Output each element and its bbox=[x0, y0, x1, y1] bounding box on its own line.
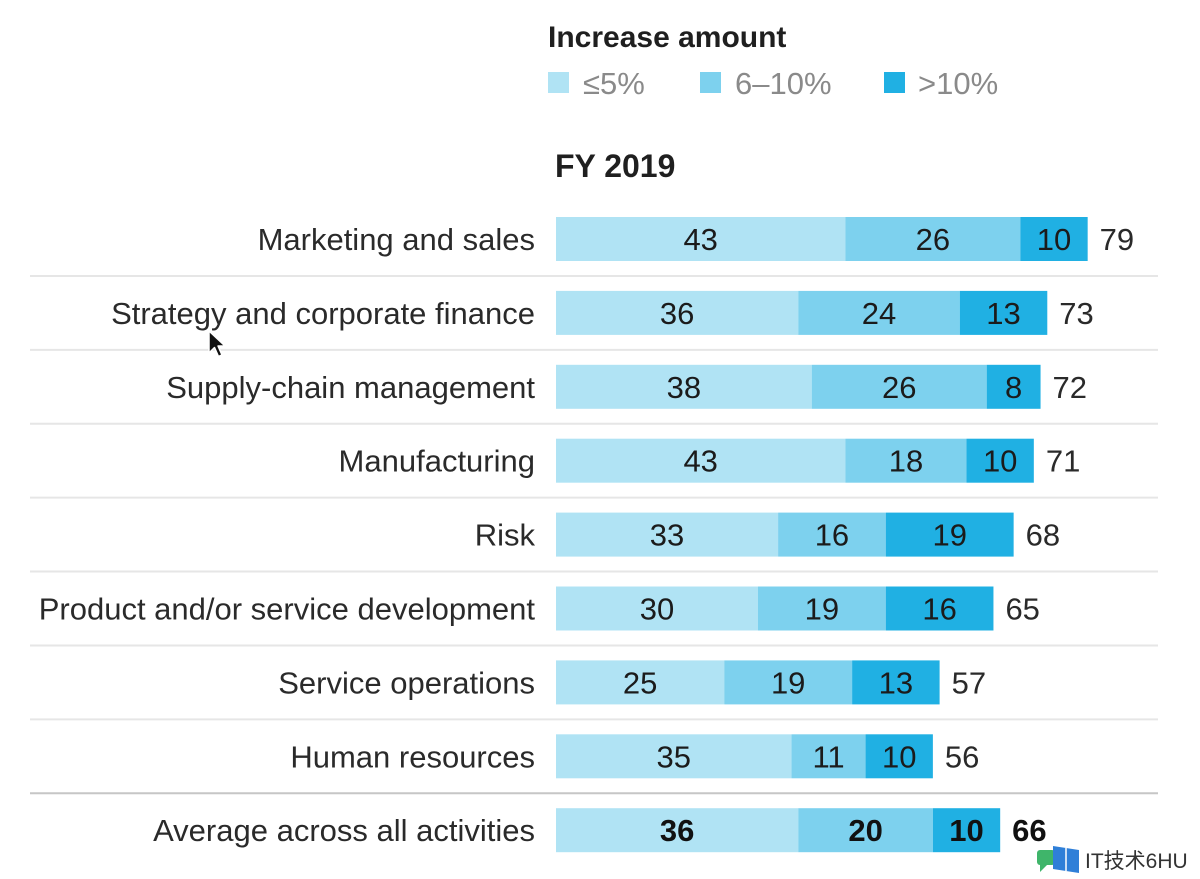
bar-value-label: 16 bbox=[815, 518, 849, 553]
bar-value-label: 19 bbox=[932, 518, 966, 553]
bar-segment bbox=[791, 734, 866, 779]
bar-value-label: 26 bbox=[916, 222, 950, 257]
bar-segment bbox=[798, 290, 960, 335]
total-label: 56 bbox=[945, 739, 979, 774]
bar-segment bbox=[885, 512, 1014, 557]
bar-value-label: 10 bbox=[882, 739, 916, 774]
bar-segment bbox=[556, 512, 779, 557]
bar-value-label: 36 bbox=[660, 813, 694, 848]
bar-segment bbox=[556, 734, 792, 779]
category-label: Average across all activities bbox=[153, 813, 535, 848]
bar-segment bbox=[932, 808, 1001, 853]
bar-value-label: 30 bbox=[640, 592, 674, 627]
bar-value-label: 20 bbox=[848, 813, 882, 848]
legend-label-le-5: ≤5% bbox=[583, 66, 645, 101]
legend-swatch-le-5 bbox=[548, 72, 569, 93]
legend-title: Increase amount bbox=[548, 21, 786, 54]
bar-segment bbox=[757, 586, 886, 631]
bar-segment bbox=[885, 586, 994, 631]
bar-segment bbox=[986, 364, 1041, 409]
bar-segment bbox=[959, 290, 1048, 335]
bar-value-label: 36 bbox=[660, 296, 694, 331]
bar-value-label: 35 bbox=[657, 739, 691, 774]
bar-segment bbox=[1020, 217, 1088, 261]
bar-value-label: 43 bbox=[683, 444, 717, 479]
bar-value-label: 10 bbox=[1037, 222, 1071, 257]
bar-segment bbox=[811, 364, 987, 409]
book-chat-logo-icon bbox=[1037, 846, 1079, 873]
category-label: Human resources bbox=[290, 739, 535, 774]
total-label: 68 bbox=[1026, 518, 1060, 553]
chart-title: FY 2019 bbox=[555, 148, 675, 184]
total-label: 57 bbox=[952, 665, 986, 700]
category-label: Supply-chain management bbox=[166, 370, 535, 405]
bar-value-label: 18 bbox=[889, 444, 923, 479]
bar-segment bbox=[556, 586, 758, 631]
bar-value-label: 16 bbox=[922, 592, 956, 627]
category-label: Product and/or service development bbox=[39, 592, 536, 627]
bar-segment bbox=[966, 438, 1034, 483]
bar-segment bbox=[865, 734, 933, 779]
total-label: 65 bbox=[1005, 592, 1039, 627]
bar-segment bbox=[778, 512, 886, 557]
total-label: 79 bbox=[1100, 222, 1134, 257]
legend-label-6-10: 6–10% bbox=[735, 66, 832, 101]
bar-segment bbox=[724, 660, 853, 705]
bar-value-label: 11 bbox=[812, 739, 844, 774]
bar-value-label: 24 bbox=[862, 296, 896, 331]
bar-value-label: 13 bbox=[879, 665, 913, 700]
total-label: 73 bbox=[1059, 296, 1093, 331]
bar-segment bbox=[556, 217, 846, 261]
bar-value-label: 8 bbox=[1005, 370, 1022, 405]
category-label: Service operations bbox=[278, 665, 535, 700]
bar-value-label: 10 bbox=[949, 813, 983, 848]
bar-segment bbox=[556, 364, 812, 409]
chart-rows: Marketing and sales 43 26 10 79 Strategy and … bbox=[30, 217, 1158, 853]
legend: Increase amount ≤5% 6–10% >10% bbox=[548, 21, 998, 101]
total-label: 72 bbox=[1053, 370, 1087, 405]
watermark-text: IT技术6HU bbox=[1085, 850, 1188, 873]
bar-segment bbox=[845, 217, 1021, 261]
watermark: IT技术6HU bbox=[1037, 846, 1188, 873]
bar-segment bbox=[845, 438, 967, 483]
bar-segment bbox=[798, 808, 933, 853]
bar-value-label: 26 bbox=[882, 370, 916, 405]
bar-value-label: 19 bbox=[805, 592, 839, 627]
legend-label-gt-10: >10% bbox=[918, 66, 998, 101]
bar-value-label: 25 bbox=[623, 665, 657, 700]
legend-swatch-gt-10 bbox=[884, 72, 905, 93]
bar-segment bbox=[556, 438, 846, 483]
legend-swatch-6-10 bbox=[700, 72, 721, 93]
category-label: Marketing and sales bbox=[258, 222, 535, 257]
mouse-cursor-icon bbox=[208, 330, 226, 358]
bar-value-label: 13 bbox=[986, 296, 1020, 331]
bar-segment bbox=[556, 808, 799, 853]
category-label: Strategy and corporate finance bbox=[111, 296, 535, 331]
bar-value-label: 33 bbox=[650, 518, 684, 553]
bar-value-label: 38 bbox=[667, 370, 701, 405]
total-label: 66 bbox=[1012, 813, 1046, 848]
total-label: 71 bbox=[1046, 444, 1080, 479]
bar-value-label: 19 bbox=[771, 665, 805, 700]
category-label: Manufacturing bbox=[339, 444, 535, 479]
category-label: Risk bbox=[475, 518, 536, 553]
bar-segment bbox=[556, 290, 799, 335]
bar-value-label: 10 bbox=[983, 444, 1017, 479]
bar-value-label: 43 bbox=[683, 222, 717, 257]
bar-segment bbox=[852, 660, 940, 705]
bar-segment bbox=[556, 660, 725, 705]
